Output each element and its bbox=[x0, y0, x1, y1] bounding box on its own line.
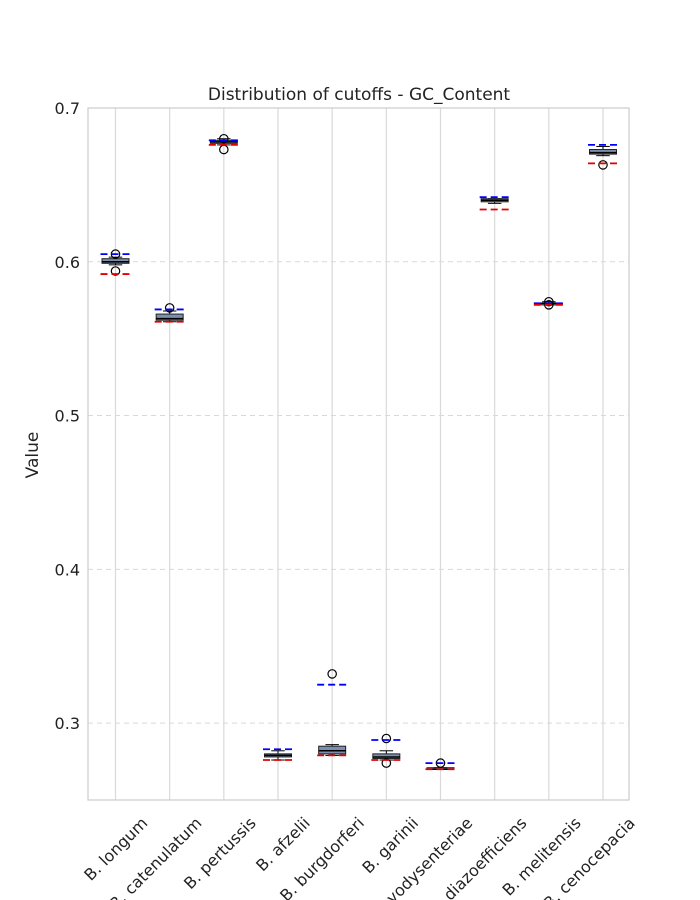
y-ticks: 0.3 0.4 0.5 0.6 0.7 bbox=[55, 99, 80, 733]
grid-layer bbox=[88, 107, 629, 800]
outlier-point bbox=[110, 249, 121, 259]
y-tick-label: 0.7 bbox=[55, 99, 80, 118]
box-5 bbox=[317, 669, 348, 757]
box-9 bbox=[533, 296, 564, 310]
y-tick-label: 0.6 bbox=[55, 253, 80, 272]
outlier-point bbox=[219, 133, 229, 144]
y-axis-label: Value bbox=[23, 432, 43, 479]
plot-layer bbox=[100, 133, 618, 771]
outlier-point bbox=[544, 296, 554, 307]
y-tick-label: 0.4 bbox=[55, 560, 80, 579]
box-body bbox=[589, 149, 617, 155]
box-2 bbox=[154, 303, 185, 323]
outlier-point bbox=[598, 160, 608, 170]
outlier-point bbox=[544, 300, 554, 310]
box-8 bbox=[479, 196, 510, 211]
outlier-point bbox=[381, 733, 392, 744]
outlier-point bbox=[435, 758, 446, 768]
box-body bbox=[318, 745, 347, 755]
outlier-point bbox=[381, 758, 392, 768]
box-body bbox=[101, 258, 130, 264]
plot-frame bbox=[87, 107, 630, 801]
box-3 bbox=[208, 133, 239, 155]
box-4 bbox=[263, 748, 293, 761]
chart-title: Distribution of cutoffs - GC_Content bbox=[208, 85, 511, 105]
box-1 bbox=[100, 249, 131, 276]
y-tick-label: 0.3 bbox=[55, 714, 80, 733]
box-body bbox=[155, 313, 184, 321]
box-body bbox=[372, 753, 401, 759]
box-6 bbox=[371, 733, 402, 768]
box-10 bbox=[588, 144, 618, 170]
outlier-point bbox=[110, 266, 121, 276]
outlier-point bbox=[164, 303, 175, 313]
outlier-point bbox=[327, 669, 337, 679]
box-7 bbox=[425, 758, 456, 771]
y-tick-label: 0.5 bbox=[55, 407, 80, 426]
